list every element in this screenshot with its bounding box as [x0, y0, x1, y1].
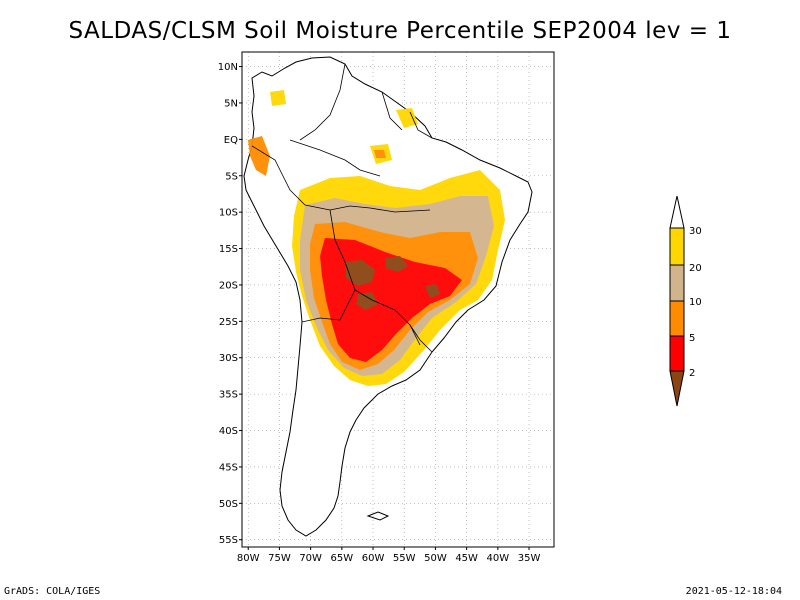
- lon-label: 55W: [393, 553, 416, 564]
- timestamp: 2021-05-12-18:04: [685, 586, 782, 597]
- lat-label: 5N: [224, 98, 238, 109]
- colorbar-label-30: 30: [689, 226, 702, 237]
- lat-label: 30S: [219, 353, 238, 364]
- lat-label: 10S: [219, 208, 238, 219]
- lat-label: 20S: [219, 280, 238, 291]
- lon-label: 40W: [487, 553, 510, 564]
- colorbar-20-30: [669, 227, 685, 266]
- colorbar-label-20: 20: [689, 263, 702, 274]
- lon-label: 50W: [424, 553, 447, 564]
- colorbar-below2: [669, 370, 685, 407]
- latitude-labels: 10N 5N EQ 5S 10S 15S 20S 25S 30S 35S 40S 45S 50S 55S: [218, 62, 242, 546]
- grads-credit: GrADS: COLA/IGES: [4, 586, 101, 597]
- lat-label: 15S: [219, 244, 238, 255]
- colorbar-above30: [669, 195, 685, 229]
- lat-label: 35S: [219, 390, 238, 401]
- colorbar-label-5: 5: [689, 333, 695, 344]
- colorbar-5-10: [669, 300, 685, 337]
- map-title: SALDAS/CLSM Soil Moisture Percentile SEP…: [68, 18, 732, 44]
- lat-label: 10N: [218, 62, 238, 73]
- lat-label: 5S: [225, 171, 238, 182]
- country-borders: [251, 63, 433, 353]
- colorbar: 30 20 10 5 2: [669, 195, 702, 407]
- lon-label: 80W: [237, 553, 260, 564]
- lon-label: 65W: [331, 553, 354, 564]
- lat-label: 50S: [219, 499, 238, 510]
- colorbar-label-10: 10: [689, 297, 702, 308]
- lat-label: EQ: [224, 135, 238, 146]
- lat-label: 45S: [219, 462, 238, 473]
- longitude-labels: 80W 75W 70W 65W 60W 55W 50W 45W 40W 35W: [237, 547, 541, 564]
- colorbar-2-5: [669, 335, 685, 372]
- map-frame: [241, 51, 555, 548]
- falkland-islands: [366, 511, 390, 521]
- lat-label: 25S: [219, 317, 238, 328]
- lon-label: 45W: [455, 553, 478, 564]
- lon-label: 35W: [518, 553, 541, 564]
- lon-label: 75W: [268, 553, 291, 564]
- lat-label: 55S: [219, 535, 238, 546]
- lon-label: 60W: [362, 553, 385, 564]
- colorbar-label-2: 2: [689, 368, 695, 379]
- colorbar-10-20: [669, 264, 685, 302]
- lat-label: 40S: [219, 426, 238, 437]
- moisture-shading: [248, 90, 505, 386]
- lon-label: 70W: [299, 553, 322, 564]
